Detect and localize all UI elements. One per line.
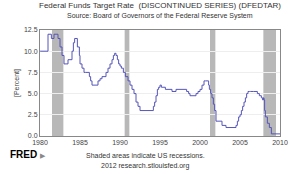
svg-text:Shaded areas indicate US reces: Shaded areas indicate US recessions. [86, 152, 205, 159]
svg-text:2000: 2000 [192, 139, 208, 146]
svg-text:5.0: 5.0 [28, 90, 38, 97]
svg-text:7.5: 7.5 [28, 69, 38, 76]
svg-text:10.0: 10.0 [24, 48, 38, 55]
svg-text:2010: 2010 [272, 139, 288, 146]
svg-text:1985: 1985 [72, 139, 88, 146]
svg-text:2012 research.stlouisfed.org: 2012 research.stlouisfed.org [101, 162, 189, 170]
svg-text:2.5: 2.5 [28, 111, 38, 118]
svg-text:▶: ▶ [40, 152, 46, 159]
svg-text:12.5: 12.5 [24, 26, 38, 33]
svg-text:1995: 1995 [152, 139, 168, 146]
svg-text:1980: 1980 [32, 139, 48, 146]
svg-text:[Percent]: [Percent] [13, 69, 21, 97]
svg-text:2005: 2005 [232, 139, 248, 146]
svg-text:FRED: FRED [10, 149, 37, 160]
svg-text:1990: 1990 [112, 139, 128, 146]
svg-text:Federal Funds Target Rate (DI: Federal Funds Target Rate (DISCONTINUED … [39, 1, 281, 10]
svg-text:Source: Board of Governors of: Source: Board of Governors of the Federa… [67, 12, 253, 20]
svg-text:0.0: 0.0 [28, 132, 38, 139]
